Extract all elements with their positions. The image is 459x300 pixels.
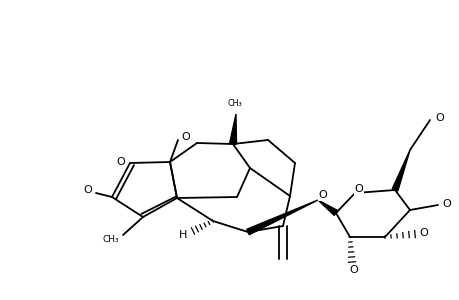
Text: O: O xyxy=(349,265,358,275)
Text: O: O xyxy=(435,113,443,123)
Text: H: H xyxy=(179,230,187,240)
Polygon shape xyxy=(229,114,236,144)
Polygon shape xyxy=(392,150,409,191)
Text: O: O xyxy=(181,132,190,142)
Text: O: O xyxy=(318,190,327,200)
Text: O: O xyxy=(354,184,363,194)
Polygon shape xyxy=(317,200,337,215)
Text: O: O xyxy=(419,228,427,238)
Text: O: O xyxy=(84,185,92,195)
Text: O: O xyxy=(442,199,450,209)
Polygon shape xyxy=(246,200,317,235)
Text: O: O xyxy=(117,157,125,167)
Text: CH₃: CH₃ xyxy=(102,236,119,244)
Text: CH₃: CH₃ xyxy=(227,98,242,107)
